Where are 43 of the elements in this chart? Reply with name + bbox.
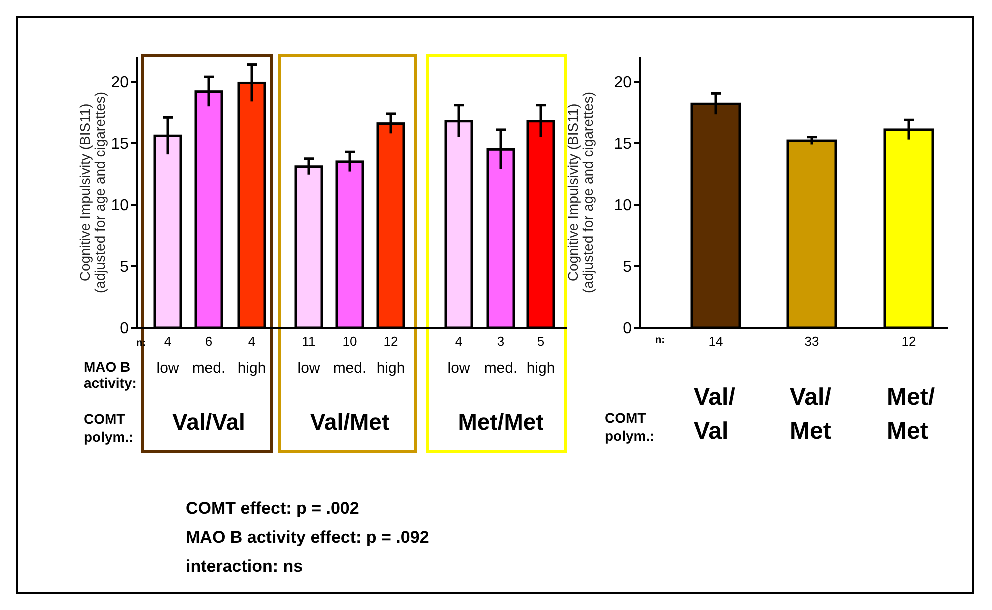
text: 11	[302, 334, 316, 349]
text: 4	[164, 334, 172, 349]
y-axis-title: Cognitive Impulsivity (BIS11) (adjusted for age and cigarettes)	[77, 92, 108, 294]
x-tick-label: med.	[484, 360, 518, 377]
y-tick-label: 15	[614, 136, 632, 154]
text: 10	[342, 334, 358, 349]
x-tick-label: med.	[192, 360, 226, 377]
text: interaction: ns	[186, 557, 304, 576]
text: 3	[497, 334, 505, 349]
x-tick-label: Val/Met	[790, 384, 832, 445]
x-tick-label: high	[238, 360, 266, 377]
text: 14	[708, 334, 724, 349]
x-tick-label: low	[298, 360, 320, 377]
x-tick-label: Met/Met	[887, 384, 936, 445]
y-tick-label: 10	[111, 198, 130, 215]
y-axis-title: Cognitive Impulsivity (BIS11) (adjusted for age and cigarettes)	[565, 92, 596, 294]
y-tick-label: 15	[111, 136, 130, 154]
x-tick-label: high	[526, 360, 556, 377]
y-tick-label: 0	[623, 320, 632, 338]
text: MAO B activity:	[84, 359, 137, 391]
text: COMT polym.:	[84, 411, 134, 445]
y-tick-label: 20	[614, 74, 632, 92]
y-tick-label: 5	[120, 259, 130, 276]
y-tick-label: 0	[120, 320, 130, 338]
x-tick-label: high	[376, 360, 406, 377]
text: COMT polym.:	[605, 410, 655, 444]
x-tick-label: low	[448, 360, 470, 377]
text: 12	[384, 334, 398, 349]
text: 6	[205, 334, 213, 349]
text: COMT effect: p = .002	[186, 499, 360, 518]
text: MAO B activity effect: p = .092	[186, 528, 430, 547]
text: n:	[656, 335, 665, 346]
x-tick-label: med.	[333, 360, 367, 377]
x-tick-label: low	[156, 360, 180, 377]
text: 4	[248, 334, 256, 349]
y-tick-label: 10	[614, 198, 632, 215]
text: 33	[804, 334, 820, 349]
text: 5	[537, 334, 545, 349]
text: 12	[902, 334, 916, 349]
y-tick-label: 20	[111, 74, 130, 92]
y-tick-label: 5	[623, 259, 632, 276]
text: 4	[455, 334, 463, 349]
x-tick-label: Val/Val	[694, 384, 736, 445]
